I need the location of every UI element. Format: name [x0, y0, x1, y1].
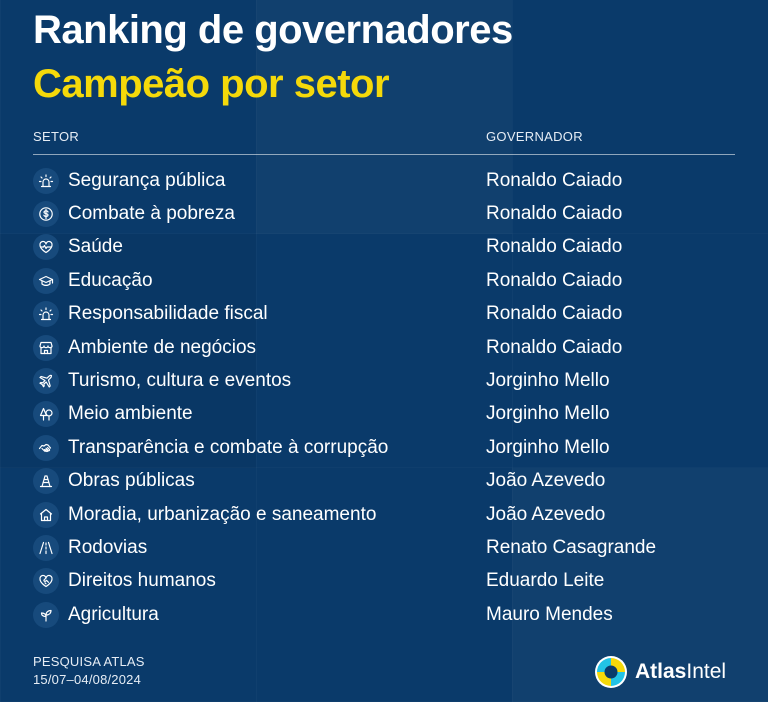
governador-label: Jorginho Mello	[486, 436, 610, 458]
setor-label: Agricultura	[68, 603, 159, 625]
setor-label: Educação	[68, 269, 153, 291]
setor-label: Meio ambiente	[68, 403, 193, 425]
atlasintel-logo-icon	[595, 656, 627, 688]
brand-name-rest: Intel	[686, 660, 727, 683]
brand-name: AtlasIntel	[635, 660, 726, 684]
heart-handshake-icon	[33, 568, 59, 595]
column-header-setor: SETOR	[33, 129, 80, 144]
trees-icon	[33, 401, 59, 428]
governador-label: Renato Casagrande	[486, 536, 657, 558]
governador-label: Eduardo Leite	[486, 570, 605, 592]
setor-label: Responsabilidade fiscal	[68, 303, 268, 325]
table-row: Meio ambiente Jorginho Mello	[33, 398, 735, 431]
governador-label: Ronaldo Caiado	[486, 236, 623, 258]
governador-label: Ronaldo Caiado	[486, 203, 623, 225]
page-title: Ranking de governadores	[33, 8, 513, 52]
setor-label: Ambiente de negócios	[68, 336, 257, 358]
table-row: Responsabilidade fiscal Ronaldo Caiado	[33, 298, 735, 331]
source-title: PESQUISA ATLAS	[33, 654, 145, 669]
page-subtitle: Campeão por setor	[33, 62, 390, 106]
governador-label: Jorginho Mello	[486, 370, 610, 392]
setor-label: Saúde	[68, 236, 123, 258]
table-row: Moradia, urbanização e saneamento João Az…	[33, 498, 735, 531]
brand-logo-block: AtlasIntel	[594, 655, 726, 689]
store-icon	[33, 334, 59, 361]
brand-name-bold: Atlas	[635, 660, 687, 683]
heart-pulse-icon	[33, 234, 59, 261]
source-note: PESQUISA ATLAS 15/07–04/08/2024	[33, 653, 145, 689]
governador-label: João Azevedo	[486, 470, 606, 492]
dollar-coin-icon	[33, 201, 59, 228]
traffic-cone-icon	[33, 468, 59, 495]
setor-label: Turismo, cultura e eventos	[68, 370, 292, 392]
road-icon	[33, 534, 59, 561]
siren-icon	[33, 167, 59, 194]
handshake-icon	[33, 434, 59, 461]
setor-label: Rodovias	[68, 536, 148, 558]
governador-label: Mauro Mendes	[486, 603, 613, 625]
sprout-icon	[33, 601, 59, 628]
setor-label: Transparência e combate à corrupção	[68, 436, 389, 458]
siren-icon	[33, 301, 59, 328]
governador-label: Ronaldo Caiado	[486, 303, 623, 325]
setor-label: Segurança pública	[68, 169, 226, 191]
graduation-cap-icon	[33, 267, 59, 294]
setor-label: Combate à pobreza	[68, 203, 235, 225]
column-header-governador: GOVERNADOR	[486, 129, 583, 144]
governador-label: João Azevedo	[486, 503, 606, 525]
airplane-icon	[33, 368, 59, 395]
table-row: Rodovias Renato Casagrande	[33, 531, 735, 564]
governador-label: Ronaldo Caiado	[486, 336, 623, 358]
governador-label: Jorginho Mello	[486, 403, 610, 425]
table-row: Obras públicas João Azevedo	[33, 465, 735, 498]
table-row: Educação Ronaldo Caiado	[33, 264, 735, 297]
table-row: Combate à pobreza Ronaldo Caiado	[33, 197, 735, 230]
table-row: Saúde Ronaldo Caiado	[33, 231, 735, 264]
header-divider	[33, 154, 735, 155]
table-row: Ambiente de negócios Ronaldo Caiado	[33, 331, 735, 364]
governador-label: Ronaldo Caiado	[486, 269, 623, 291]
table-row: Segurança pública Ronaldo Caiado	[33, 164, 735, 197]
house-icon	[33, 501, 59, 528]
source-dates: 15/07–04/08/2024	[33, 672, 142, 687]
setor-label: Direitos humanos	[68, 570, 216, 592]
setor-label: Moradia, urbanização e saneamento	[68, 503, 377, 525]
setor-label: Obras públicas	[68, 470, 195, 492]
table-row: Transparência e combate à corrupção Jorgi…	[33, 431, 735, 464]
ranking-list: Segurança pública Ronaldo Caiado Combate à…	[33, 164, 735, 631]
table-row: Agricultura Mauro Mendes	[33, 598, 735, 631]
governador-label: Ronaldo Caiado	[486, 169, 623, 191]
table-row: Direitos humanos Eduardo Leite	[33, 565, 735, 598]
table-row: Turismo, cultura e eventos Jorginho Mello	[33, 364, 735, 397]
